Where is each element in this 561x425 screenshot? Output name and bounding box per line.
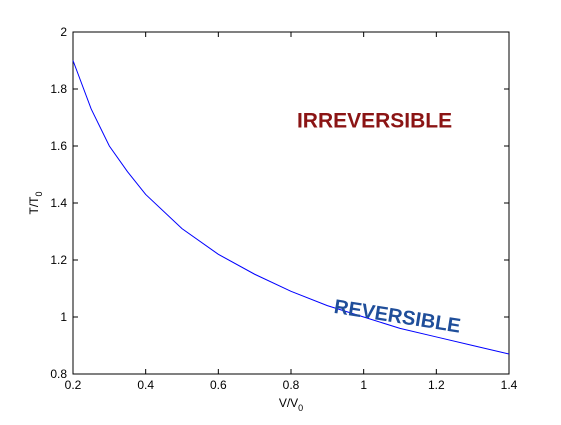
x-tick-label: 1.2 bbox=[428, 378, 445, 392]
series-layer bbox=[72, 60, 510, 355]
x-tick-label: 1 bbox=[360, 378, 367, 392]
plot-area-frame bbox=[72, 31, 510, 375]
x-tick-label: 0.4 bbox=[137, 378, 154, 392]
y-tick-label: 1.8 bbox=[50, 82, 67, 96]
x-tick-label: 0.2 bbox=[65, 378, 82, 392]
y-axis-label-main: T/T bbox=[27, 196, 41, 215]
x-axis-label-subscript: 0 bbox=[298, 403, 303, 413]
x-axis-label-main: V/V bbox=[279, 396, 298, 410]
y-tick-label: 1.4 bbox=[50, 196, 67, 210]
series-line-0 bbox=[72, 60, 510, 355]
annotation-irreversible: IRREVERSIBLE bbox=[297, 109, 452, 132]
x-tick-label: 1.4 bbox=[501, 378, 518, 392]
y-axis-label-subscript: 0 bbox=[34, 191, 44, 196]
y-tick-label: 2 bbox=[60, 25, 67, 39]
y-axis-label: T/T0 bbox=[27, 191, 44, 214]
x-tick-label: 0.8 bbox=[283, 378, 300, 392]
y-tick-labels: 0.8 1 1.2 1.4 1.6 1.8 2 bbox=[50, 25, 67, 381]
x-tick-label: 0.6 bbox=[210, 378, 227, 392]
y-tick-label: 1.2 bbox=[50, 253, 67, 267]
x-tick-labels: 0.2 0.4 0.6 0.8 1 1.2 1.4 bbox=[65, 378, 518, 392]
tick-marks bbox=[72, 31, 510, 375]
y-tick-label: 1.6 bbox=[50, 139, 67, 153]
y-tick-label: 1 bbox=[60, 310, 67, 324]
x-axis-label: V/V0 bbox=[279, 396, 303, 413]
y-tick-label: 0.8 bbox=[50, 367, 67, 381]
